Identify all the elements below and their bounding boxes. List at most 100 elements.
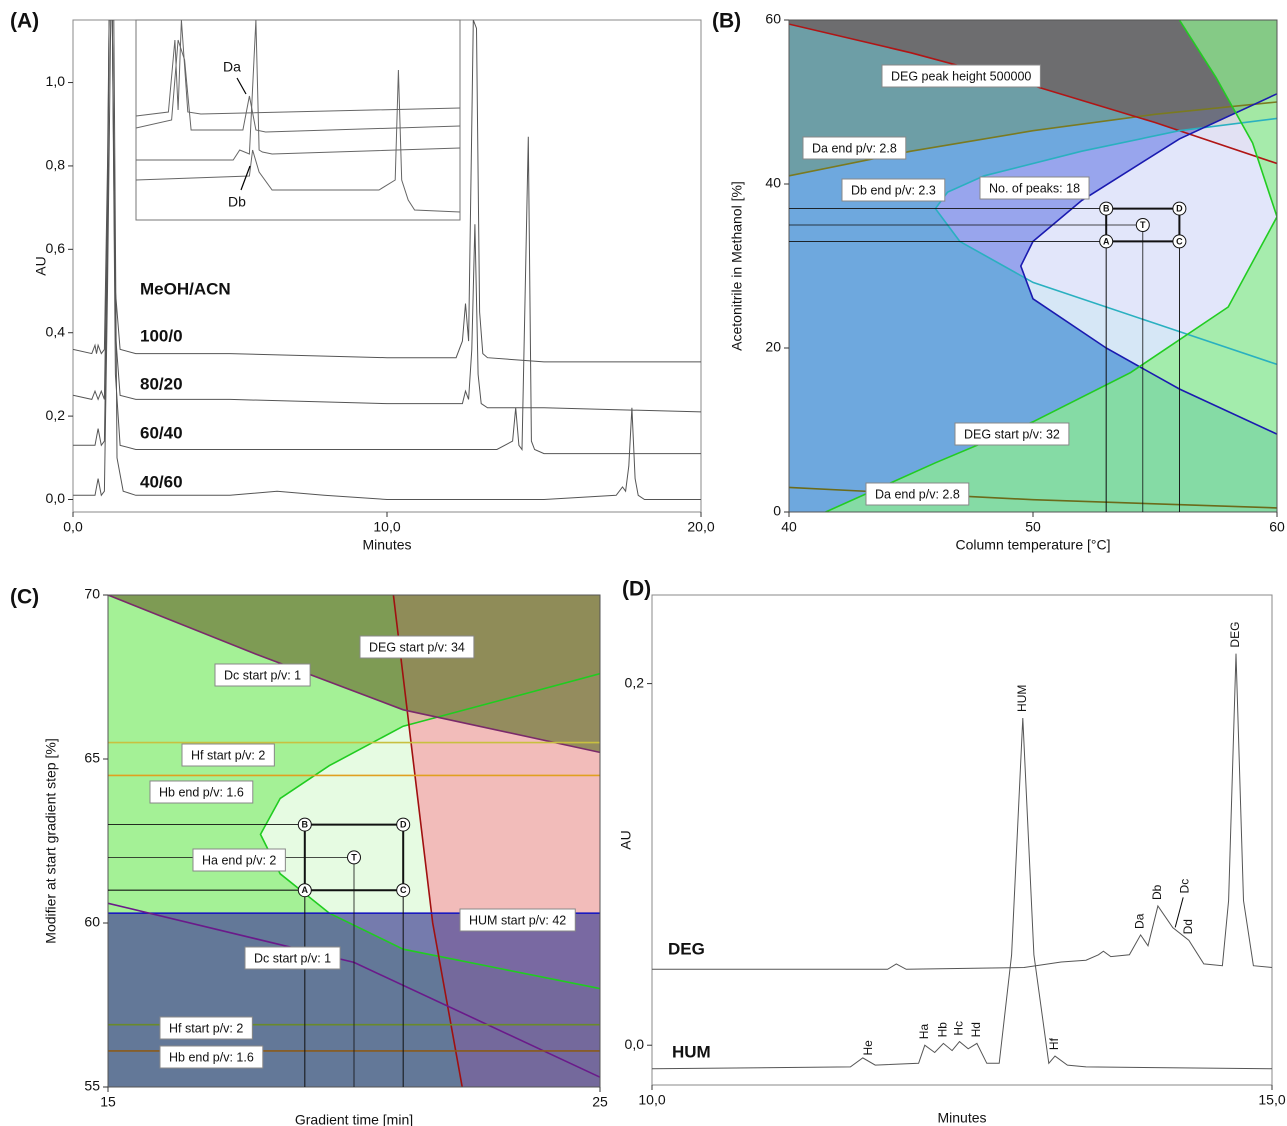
panel-label: (C)	[10, 586, 39, 609]
label-box	[159, 1045, 264, 1069]
x-tick-label: 25	[592, 1094, 608, 1110]
y-axis-title: AU	[618, 830, 634, 849]
x-tick-label: 40	[781, 519, 797, 535]
y-tick-label: 0,6	[46, 240, 66, 256]
region	[789, 20, 1277, 164]
y-tick-label: 0,0	[46, 490, 66, 506]
inset-trace	[136, 69, 460, 213]
label-box	[181, 743, 275, 767]
x-tick-label: 60	[1269, 519, 1285, 535]
design-point	[1099, 201, 1114, 216]
annotation-arrow	[236, 77, 247, 95]
trace	[73, 20, 701, 500]
y-tick-label: 60	[765, 11, 781, 27]
boundary-label: Hb end p/v: 1.6	[169, 1050, 254, 1064]
label-box	[192, 848, 286, 872]
y-tick-label: 0,0	[625, 1036, 645, 1052]
label-box	[359, 635, 475, 659]
design-point	[297, 817, 312, 832]
inset-trace	[136, 20, 460, 117]
x-tick-label: 15	[100, 1094, 116, 1110]
inset-trace	[136, 39, 460, 133]
peak-label: DEG	[1228, 622, 1242, 648]
design-point-label: B	[1103, 203, 1110, 213]
boundary-label: Da end p/v: 2.8	[812, 141, 897, 155]
annotation: Db	[228, 194, 246, 210]
x-axis-title: Column temperature [°C]	[956, 537, 1111, 553]
design-point	[347, 850, 361, 865]
y-axis-title: Acetonitrile in Methanol [%]	[729, 181, 745, 351]
y-tick-label: 65	[84, 750, 100, 766]
y-tick-label: 0,4	[46, 323, 66, 339]
annotation-arrow	[240, 165, 251, 191]
design-point	[396, 817, 411, 832]
boundary-label: Hf start p/v: 2	[169, 1021, 243, 1035]
boundary-label: DEG start p/v: 34	[369, 640, 465, 654]
x-tick-label: 10,0	[638, 1092, 665, 1108]
peak-label: Hb	[936, 1022, 950, 1038]
boundary-label: Db end p/v: 2.3	[851, 183, 936, 197]
trace	[73, 20, 701, 363]
design-point-label: B	[302, 819, 309, 829]
peak-label: Db	[1150, 884, 1164, 900]
label-box	[214, 663, 311, 687]
boundary-label: Hf start p/v: 2	[191, 748, 265, 762]
label-box	[802, 136, 907, 160]
y-tick-label: 55	[84, 1078, 100, 1094]
y-tick-label: 60	[84, 914, 100, 930]
x-tick-label: 50	[1025, 519, 1041, 535]
annotation: Da	[223, 59, 241, 75]
label-box	[865, 482, 970, 506]
design-point	[297, 883, 312, 898]
y-axis-title: Modifier at start gradient step [%]	[43, 738, 59, 943]
boundary	[392, 595, 463, 1087]
label-box	[244, 946, 341, 970]
peak-label: HUM	[1015, 685, 1029, 712]
design-point-label: C	[400, 885, 407, 895]
boundary-label: No. of peaks: 18	[989, 181, 1080, 195]
design-point-label: A	[1103, 236, 1110, 246]
x-axis-title: Minutes	[362, 537, 411, 553]
boundary	[1019, 93, 1277, 435]
boundary-label: DEG peak height 500000	[891, 69, 1031, 83]
boundary-label: Dc start p/v: 1	[254, 951, 331, 965]
x-tick-label: 15,0	[1258, 1092, 1285, 1108]
trace	[73, 20, 701, 413]
boundary-label: HUM start p/v: 42	[469, 913, 566, 927]
design-point-label: D	[1176, 203, 1183, 213]
trace	[652, 653, 1272, 970]
label-box	[149, 780, 254, 804]
peak-label: He	[861, 1040, 875, 1056]
x-tick-label: 10,0	[373, 519, 400, 535]
panel-label: (D)	[622, 578, 651, 601]
y-tick-label: 70	[84, 586, 100, 602]
design-point-label: D	[400, 819, 407, 829]
design-point	[1135, 218, 1150, 232]
plot-frame	[651, 594, 1273, 1086]
peak-label: Hc	[952, 1021, 966, 1036]
boundary-label: Hb end p/v: 1.6	[159, 785, 244, 799]
boundary	[825, 20, 1277, 512]
peak-arrow	[1174, 897, 1184, 928]
y-tick-label: 0,8	[46, 157, 66, 173]
design-point-label: A	[302, 885, 309, 895]
y-tick-label: 0,2	[625, 674, 645, 690]
panel-label: (A)	[10, 10, 39, 33]
boundary	[108, 595, 600, 754]
series-name: HUM	[672, 1042, 711, 1061]
inset-trace	[136, 20, 460, 161]
trace	[73, 20, 701, 455]
x-axis-title: Minutes	[937, 1110, 986, 1126]
label-box	[979, 176, 1090, 200]
peak-label: Hd	[969, 1022, 983, 1037]
design-point	[1172, 201, 1187, 216]
region	[108, 595, 600, 753]
panel-label: (B)	[712, 10, 741, 33]
series-name: 60/40	[140, 423, 183, 442]
peak-label: Da	[1133, 913, 1147, 929]
trace	[652, 717, 1272, 1070]
y-tick-label: 20	[765, 339, 781, 355]
boundary-label: Dc start p/v: 1	[224, 668, 301, 682]
label-box	[881, 64, 1041, 88]
